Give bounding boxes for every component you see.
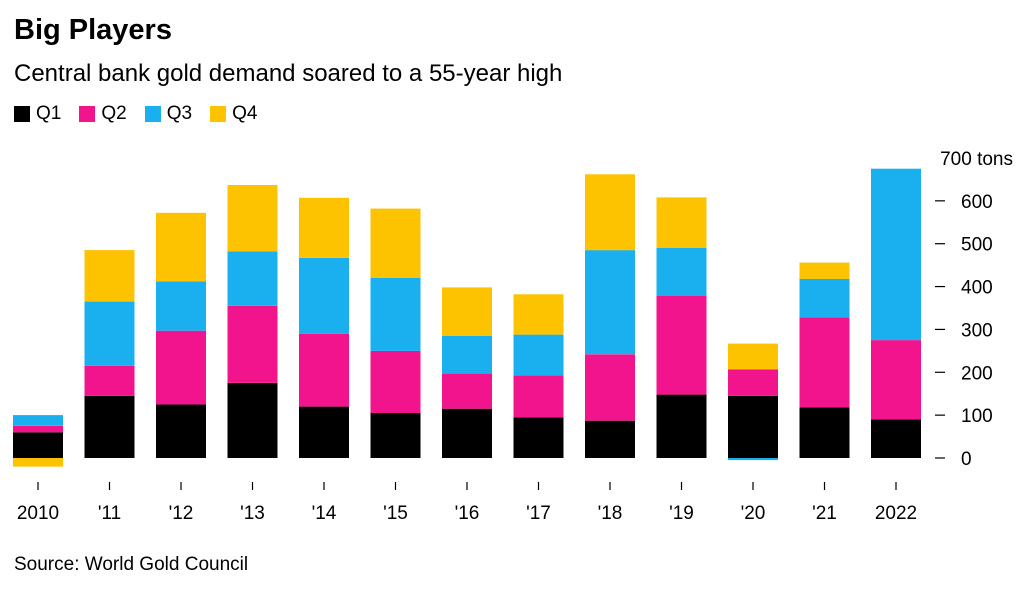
bar-q1-2 [156,404,206,458]
legend: Q1 Q2 Q3 Q4 [14,103,257,125]
x-tick-label-0: 2010 [17,503,59,524]
legend-swatch-q4 [210,106,227,122]
x-tick-label-1: '11 [98,503,121,524]
bar-q4-8 [585,174,635,251]
bar-q2-10 [728,369,778,396]
x-tick-label-9: '19 [669,503,694,524]
bar-q2-5 [370,350,421,413]
bar-q3-6 [442,335,492,374]
bar-q4-7 [513,294,564,335]
bar-q3-7 [513,334,564,376]
legend-label-q2: Q2 [101,103,127,124]
chart-title: Big Players [14,14,172,46]
bar-q3-4 [299,257,349,334]
chart-subtitle: Central bank gold demand soared to a 55-… [14,60,563,87]
bar-q4-9 [656,197,707,248]
bar-q1-6 [442,408,492,458]
bar-q3-2 [156,281,206,331]
x-tick-label-4: '14 [312,503,337,524]
bar-q4-2 [156,212,206,282]
legend-swatch-q2 [79,106,96,122]
x-tick-label-2: '12 [169,503,194,524]
bar-q2-12 [871,340,921,420]
bar-q3-5 [370,278,421,351]
bar-q3-3 [227,251,278,306]
bar-q1-4 [299,406,349,458]
bar-q3-12 [871,168,921,341]
legend-label-q1: Q1 [36,103,62,124]
bar-q1-11 [799,407,850,458]
legend-swatch-q1 [14,106,30,122]
bar-q1-10 [728,395,778,458]
bar-q2-2 [156,330,206,405]
bar-q1-9 [656,394,707,458]
legend-swatch-q3 [144,106,161,122]
bar-q3-9 [656,248,707,296]
bar-q4-10 [728,343,778,370]
bar-q4-0 [13,458,63,467]
x-tick-label-8: '18 [598,503,623,524]
bar-q3-8 [585,250,635,355]
bar-q3-1 [84,301,135,366]
bar-q2-4 [299,333,349,407]
bar-q4-3 [227,185,278,252]
legend-item-q3: Q3 [144,103,193,125]
bar-q4-5 [370,208,421,278]
y-tick-label-3: 300 [961,320,993,341]
bar-q1-5 [370,413,421,458]
bar-q1-0 [13,432,63,458]
bar-q2-9 [656,296,707,395]
bar-q4-4 [299,197,349,258]
bar-q1-1 [84,395,135,458]
x-tick-label-12: 2022 [875,503,917,524]
x-tick-label-7: '17 [526,503,551,524]
y-tick-label-6: 600 [961,192,993,213]
bar-q2-3 [227,305,278,383]
bar-q4-1 [84,250,135,302]
legend-label-q3: Q3 [166,103,193,124]
y-tick-label-5: 500 [961,235,993,256]
y-tick-label-2: 200 [961,363,993,384]
bar-q2-11 [799,317,850,408]
bar-q3-11 [799,278,850,318]
bar-q2-1 [84,365,135,396]
bar-q4-11 [799,262,850,279]
bar-q1-8 [585,420,635,458]
x-tick-label-5: '15 [383,503,408,524]
bar-q3-0 [13,415,63,426]
bar-q1-12 [871,419,921,458]
x-tick-label-6: '16 [455,503,480,524]
bar-q2-0 [13,425,63,433]
legend-item-q4: Q4 [210,103,257,125]
bar-q2-6 [442,373,492,409]
legend-label-q4: Q4 [232,103,258,124]
x-tick-label-10: '20 [741,503,766,524]
y-tick-label-7: 700 tons [940,149,1013,170]
bar-q4-6 [442,287,492,336]
bar-q2-8 [585,354,635,421]
bar-q3-10 [728,458,778,461]
bar-q1-7 [513,417,564,458]
bar-q2-7 [513,375,564,418]
legend-item-q1: Q1 [14,103,61,125]
y-tick-label-1: 100 [961,406,993,427]
source-note: Source: World Gold Council [14,554,249,575]
y-tick-label-4: 400 [961,278,993,299]
bar-q1-3 [227,383,278,458]
x-tick-label-11: '21 [812,503,837,524]
x-tick-label-3: '13 [240,503,265,524]
legend-item-q2: Q2 [79,103,127,125]
y-tick-label-0: 0 [961,449,972,470]
